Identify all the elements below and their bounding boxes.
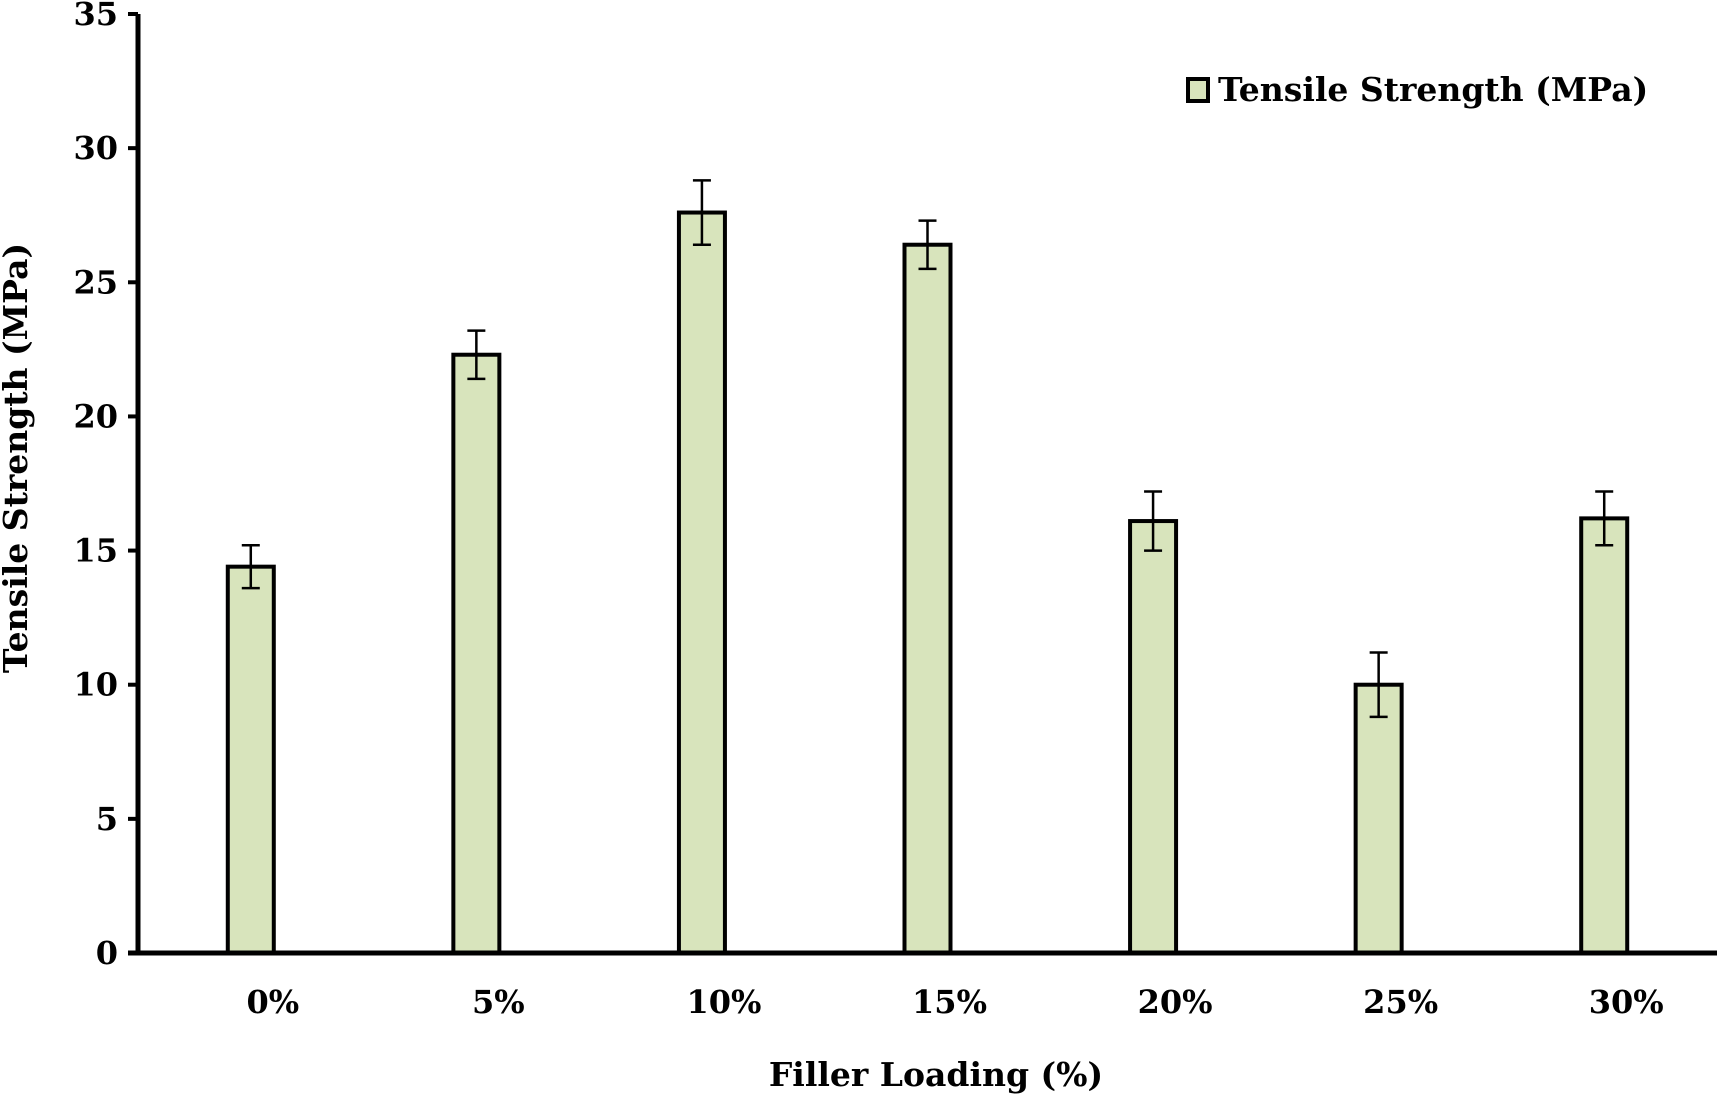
y-tick-label: 35 <box>73 0 118 33</box>
bar <box>1579 516 1630 955</box>
x-tick-label: 20% <box>1138 983 1213 1021</box>
bar <box>451 352 502 956</box>
x-tick-label: 0% <box>246 983 299 1021</box>
bar <box>1128 519 1179 955</box>
x-axis-title: Filler Loading (%) <box>769 1055 1103 1094</box>
y-tick-label: 10 <box>73 666 118 704</box>
legend-swatch <box>1186 77 1210 103</box>
y-tick-label: 15 <box>73 532 118 570</box>
bar <box>902 242 953 955</box>
y-tick-label: 25 <box>73 263 118 301</box>
bar <box>1353 682 1404 955</box>
x-tick-label: 5% <box>472 983 525 1021</box>
legend-label: Tensile Strength (MPa) <box>1218 70 1648 109</box>
y-tick-label: 0 <box>96 934 118 972</box>
bars-group <box>225 210 1630 956</box>
error-bars-group <box>241 179 1614 719</box>
y-tick-label: 5 <box>96 800 118 838</box>
legend: Tensile Strength (MPa) <box>1186 70 1648 109</box>
x-tick-label: 10% <box>686 983 761 1021</box>
bar <box>225 564 276 955</box>
y-tick-label: 20 <box>73 397 118 435</box>
y-axis-title: Tensile Strength (MPa) <box>0 243 35 673</box>
x-tick-label: 30% <box>1589 983 1664 1021</box>
bar <box>676 210 727 955</box>
x-tick-label: 15% <box>912 983 987 1021</box>
y-axis-ticks: 0 5 10 15 20 25 30 35 <box>73 0 138 972</box>
x-axis-ticks: 0% 5% 10% 15% 20% 25% 30% <box>246 983 1663 1021</box>
y-tick-label: 30 <box>73 129 118 167</box>
x-tick-label: 25% <box>1363 983 1438 1021</box>
